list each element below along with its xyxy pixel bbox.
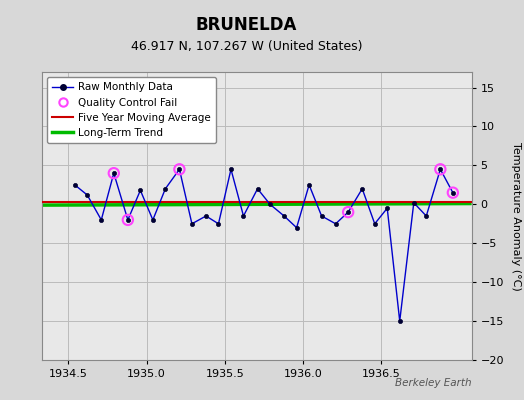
Text: BRUNELDA: BRUNELDA: [195, 16, 297, 34]
Point: [449, 190, 457, 196]
Text: 46.917 N, 107.267 W (United States): 46.917 N, 107.267 W (United States): [130, 40, 362, 53]
Point: [436, 166, 444, 172]
Point: [124, 217, 132, 223]
Point: [110, 170, 118, 176]
Legend: Raw Monthly Data, Quality Control Fail, Five Year Moving Average, Long-Term Tren: Raw Monthly Data, Quality Control Fail, …: [47, 77, 216, 143]
Text: Berkeley Earth: Berkeley Earth: [395, 378, 472, 388]
Point: [344, 209, 352, 215]
Point: [175, 166, 183, 172]
Y-axis label: Temperature Anomaly (°C): Temperature Anomaly (°C): [511, 142, 521, 290]
